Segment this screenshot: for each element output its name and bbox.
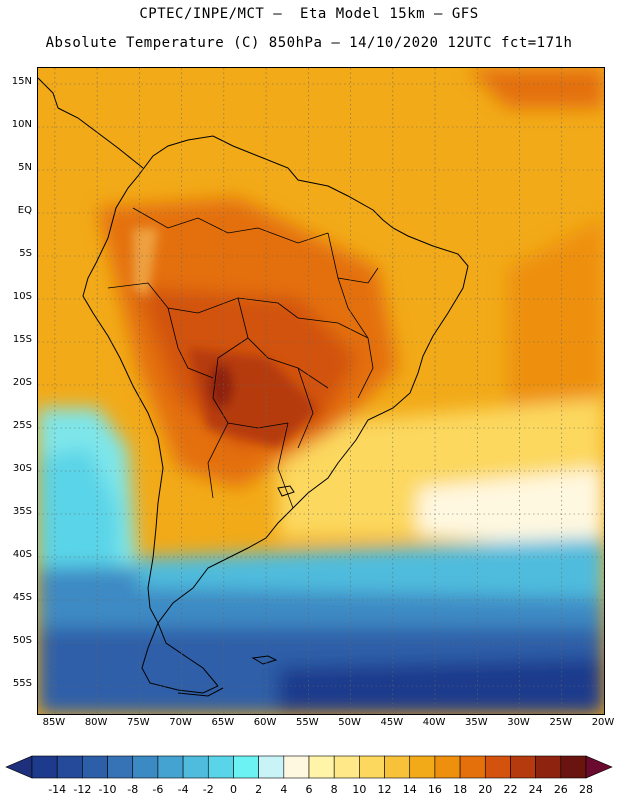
lon-label: 70W	[169, 717, 192, 728]
country-borders	[107, 207, 379, 509]
colorbar-label: 6	[305, 783, 313, 796]
colorbar-label: 0	[229, 783, 237, 796]
coastlines	[38, 77, 469, 697]
field-max-hot	[209, 364, 233, 408]
colorbar-label: 22	[503, 783, 518, 796]
colorbar-label: -4	[177, 783, 189, 796]
uruguay-lagoon	[277, 485, 295, 497]
lat-label: 15S	[12, 334, 32, 345]
field-polar	[278, 658, 604, 714]
colorbar-label: 2	[255, 783, 263, 796]
lon-label: 60W	[253, 717, 277, 728]
colorbar-label: -2	[202, 783, 214, 796]
colorbar	[5, 755, 613, 779]
lon-label: 50W	[338, 717, 361, 728]
field-south-light	[138, 538, 604, 598]
colorbar-label: -6	[152, 783, 164, 796]
south-america-coastline	[82, 135, 469, 694]
colorbar-swatch	[409, 755, 436, 779]
chart-title-line1: CPTEC/INPE/MCT – Eta Model 15km – GFS	[139, 6, 479, 22]
colorbar-swatch	[207, 755, 234, 779]
colorbar-swatch	[535, 755, 562, 779]
colorbar-swatch	[308, 755, 335, 779]
colorbar-label: 16	[427, 783, 442, 796]
colorbar-swatch	[56, 755, 83, 779]
colorbar-label: 4	[280, 783, 288, 796]
colorbar-swatch	[283, 755, 310, 779]
colorbar-high-arrow	[585, 755, 613, 779]
colorbar-swatch	[560, 755, 587, 779]
falkland-islands	[251, 655, 278, 665]
central-america-coastline	[38, 77, 144, 169]
colorbar-label: 24	[528, 783, 543, 796]
lon-label: 35W	[464, 717, 488, 728]
lon-label: 55W	[296, 717, 319, 728]
lon-label: 40W	[422, 717, 446, 728]
colorbar-swatch	[182, 755, 209, 779]
lat-label: 15N	[11, 76, 32, 87]
lat-label: 50S	[12, 635, 32, 646]
map-svg	[38, 68, 604, 714]
temperature-map[interactable]	[37, 67, 605, 715]
lat-label: 35S	[12, 506, 32, 517]
colorbar-low-arrow	[5, 755, 33, 779]
colorbar-label: 20	[478, 783, 493, 796]
lon-label: 45W	[380, 717, 404, 728]
colorbar-label: 8	[330, 783, 338, 796]
colorbar-swatch	[132, 755, 159, 779]
tierra-del-fuego	[177, 687, 224, 697]
lat-label: 55S	[12, 678, 32, 689]
lon-label: 80W	[84, 717, 108, 728]
lon-label: 75W	[127, 717, 150, 728]
colorbar-swatch	[258, 755, 285, 779]
colorbar-swatch	[484, 755, 511, 779]
lat-label: 10N	[11, 119, 32, 130]
lat-label: 30S	[12, 463, 32, 474]
lat-label: 25S	[12, 420, 32, 431]
colorbar-label: 14	[402, 783, 417, 796]
colorbar-swatch	[384, 755, 411, 779]
colorbar-label: -8	[127, 783, 139, 796]
lon-label: 20W	[591, 717, 615, 728]
colorbar-swatch	[459, 755, 486, 779]
colorbar-swatch	[510, 755, 536, 779]
colorbar-swatch	[434, 755, 461, 779]
colorbar-swatch	[157, 755, 184, 779]
chart-title-line2: Absolute Temperature (C) 850hPa – 14/10/…	[45, 35, 573, 51]
colorbar-label: 18	[453, 783, 468, 796]
lat-label: EQ	[17, 205, 32, 216]
colorbar-swatch	[31, 755, 58, 779]
colorbar-label: 28	[579, 783, 593, 796]
lat-label: 45S	[12, 592, 32, 603]
lat-label: 40S	[12, 549, 32, 560]
lon-label: 65W	[211, 717, 235, 728]
lat-label: 5N	[18, 162, 32, 173]
lat-label: 20S	[12, 377, 32, 388]
field-pacific-cyan2	[38, 448, 118, 588]
lat-label: 5S	[19, 248, 32, 259]
colorbar-swatch	[359, 755, 385, 779]
field-ne-warm	[468, 68, 604, 108]
colorbar-label: -14	[48, 783, 67, 796]
colorbar-label: -12	[73, 783, 92, 796]
field-atlantic-cream	[418, 468, 604, 548]
colorbar-swatch	[82, 755, 108, 779]
colorbar-swatch	[233, 755, 259, 779]
field-atlantic-mid	[508, 218, 604, 408]
colorbar-label: 26	[553, 783, 568, 796]
lon-label: 30W	[507, 717, 530, 728]
lon-label: 25W	[549, 717, 573, 728]
lon-label: 85W	[42, 717, 66, 728]
colorbar-swatch	[107, 755, 134, 779]
colorbar-swatch	[333, 755, 360, 779]
colorbar-label: 12	[377, 783, 392, 796]
temperature-field	[38, 68, 604, 714]
lat-label: 10S	[12, 291, 32, 302]
colorbar-label: -10	[98, 783, 117, 796]
colorbar-label: 10	[352, 783, 367, 796]
